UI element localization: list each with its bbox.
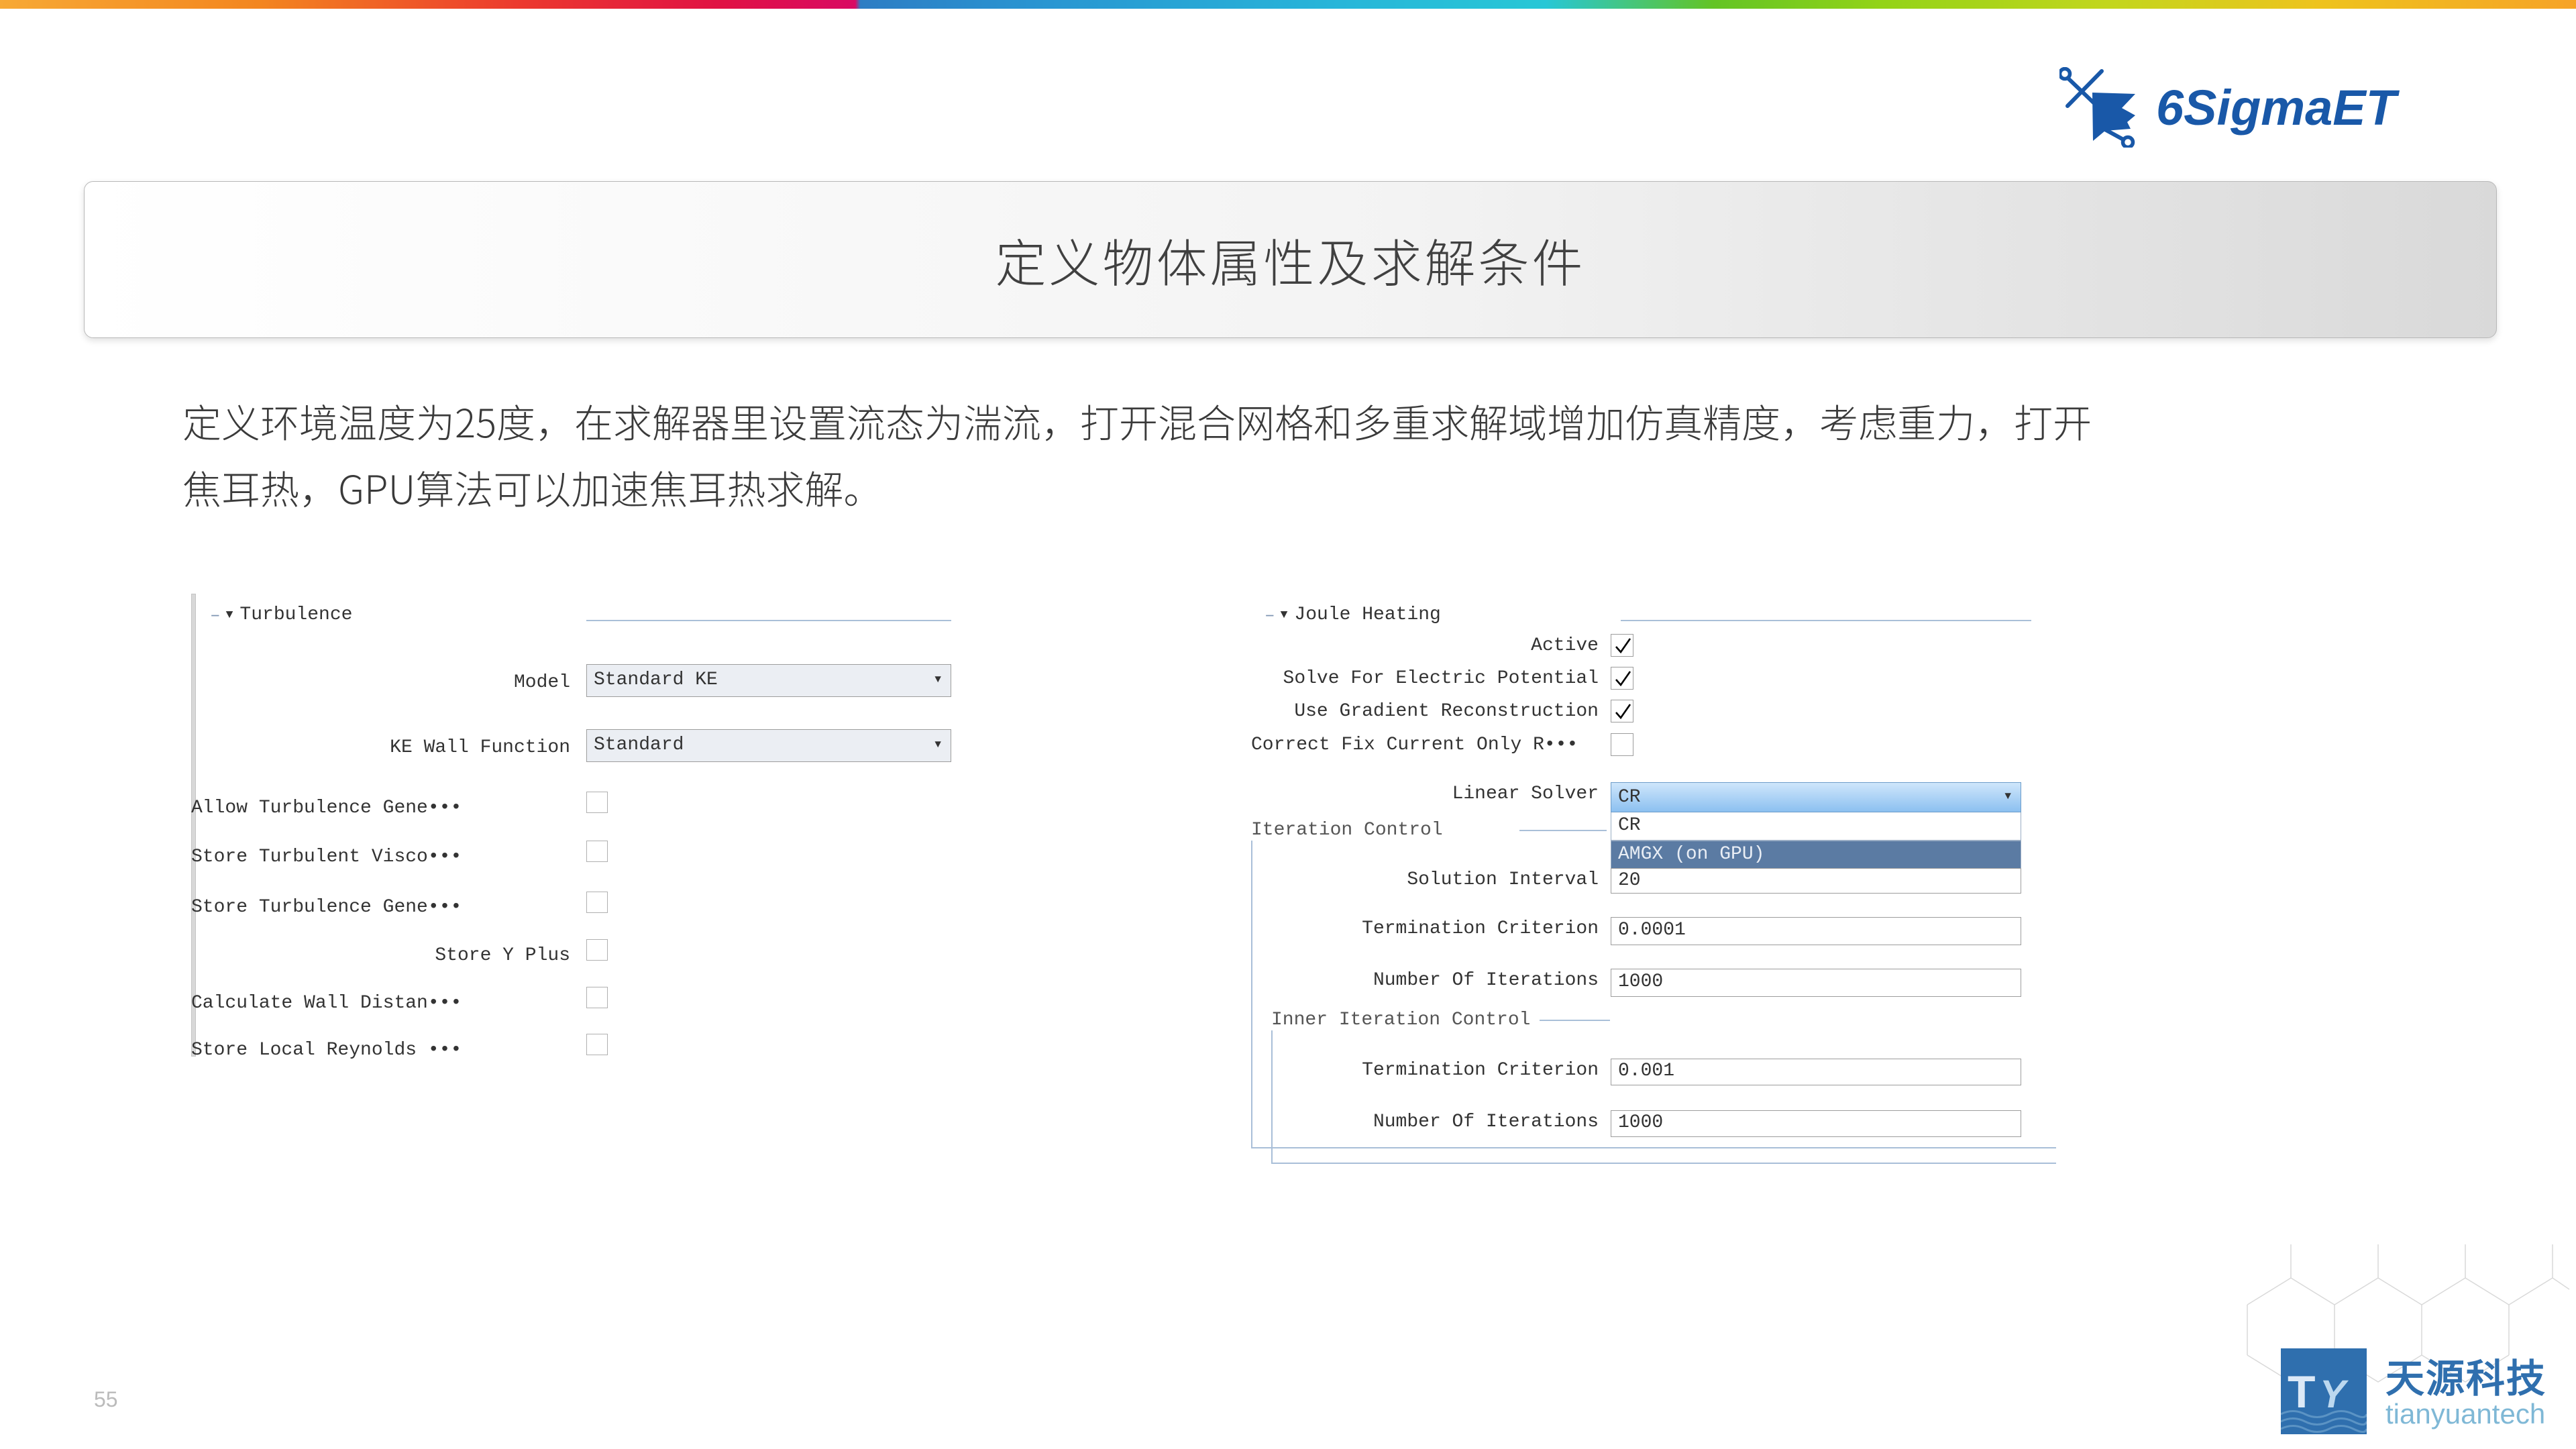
svg-text:T: T [2288, 1366, 2316, 1417]
svg-text:Y: Y [2320, 1373, 2349, 1416]
